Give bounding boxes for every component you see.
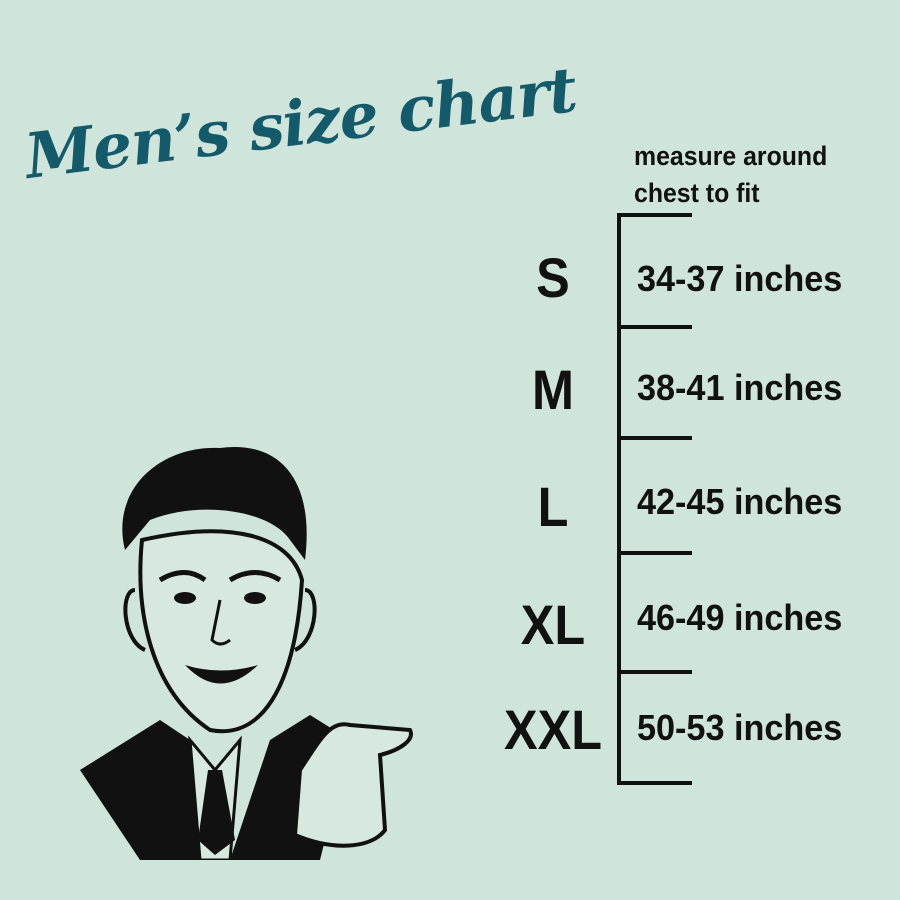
bracket-tick [617,436,692,440]
size-range-m: 38-41 inches [637,367,843,408]
size-range-xl: 46-49 inches [637,597,843,638]
size-label-s: S [536,246,570,309]
size-label-xxl: XXL [503,698,603,761]
size-label-xl: XL [520,593,586,656]
instruction-line-1: measure around [634,141,828,171]
size-label-m: M [532,358,574,421]
size-label-l: L [537,475,569,538]
measure-instruction: measure around chest to fit [634,138,827,212]
bracket-line [617,213,621,785]
bracket-tick [617,325,692,329]
bracket-tick [617,781,692,785]
size-range-xxl: 50-53 inches [637,707,843,748]
size-range-s: 34-37 inches [637,258,843,299]
retro-man-illustration [80,446,413,860]
instruction-line-2: chest to fit [634,178,760,208]
bracket-tick [617,551,692,555]
bracket-tick [617,670,692,674]
bracket-tick [617,213,692,217]
size-range-l: 42-45 inches [637,481,843,522]
page-title: Men’s size chart [21,52,581,193]
